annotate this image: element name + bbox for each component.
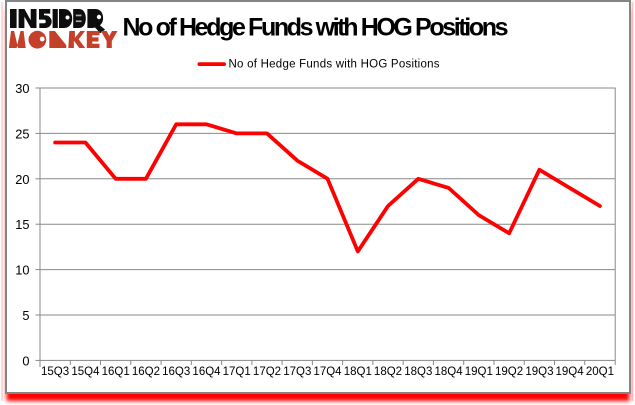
svg-text:15Q3: 15Q3 — [41, 366, 69, 378]
svg-text:30: 30 — [15, 81, 29, 96]
svg-text:25: 25 — [15, 126, 29, 141]
svg-text:16Q4: 16Q4 — [192, 366, 221, 378]
svg-text:19Q4: 19Q4 — [556, 366, 585, 378]
svg-text:0: 0 — [22, 353, 29, 368]
svg-text:17Q1: 17Q1 — [223, 366, 251, 378]
svg-text:19Q3: 19Q3 — [525, 366, 553, 378]
svg-text:18Q2: 18Q2 — [374, 366, 402, 378]
svg-text:17Q4: 17Q4 — [313, 366, 342, 378]
svg-text:5: 5 — [22, 308, 29, 323]
svg-text:19Q1: 19Q1 — [465, 366, 493, 378]
svg-text:10: 10 — [15, 263, 29, 278]
svg-text:No of Hedge Funds with HOG Pos: No of Hedge Funds with HOG Positions — [229, 59, 440, 71]
svg-text:16Q1: 16Q1 — [102, 366, 130, 378]
svg-text:17Q3: 17Q3 — [283, 366, 311, 378]
svg-text:No of Hedge Funds with HOG Pos: No of Hedge Funds with HOG Positions — [123, 14, 509, 42]
svg-text:16Q3: 16Q3 — [162, 366, 190, 378]
svg-text:18Q3: 18Q3 — [404, 366, 432, 378]
svg-text:17Q2: 17Q2 — [253, 366, 281, 378]
svg-text:16Q2: 16Q2 — [132, 366, 160, 378]
svg-text:20: 20 — [15, 172, 29, 187]
svg-text:18Q4: 18Q4 — [435, 366, 464, 378]
svg-text:20Q1: 20Q1 — [586, 366, 614, 378]
svg-text:19Q2: 19Q2 — [495, 366, 523, 378]
svg-text:15: 15 — [15, 217, 29, 232]
svg-text:15Q4: 15Q4 — [71, 366, 100, 378]
svg-text:18Q1: 18Q1 — [344, 366, 372, 378]
